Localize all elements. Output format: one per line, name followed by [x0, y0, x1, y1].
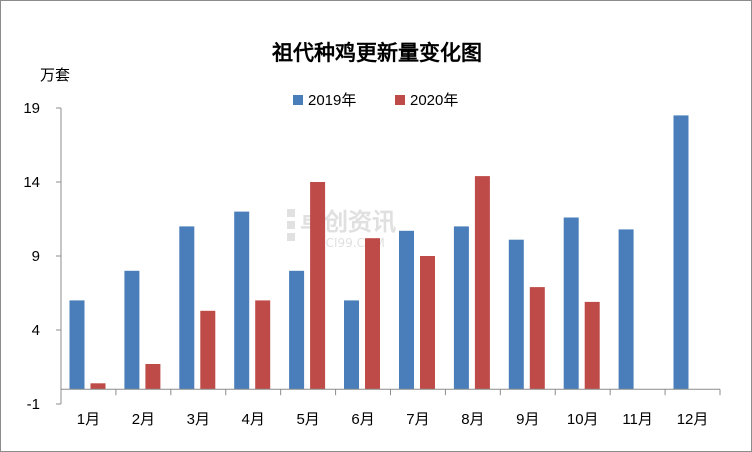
- bar-2019-11: [618, 229, 634, 390]
- x-tick-label: 6月: [351, 411, 374, 428]
- bar-2020-1: [90, 383, 106, 390]
- y-tick-label: -1: [27, 396, 40, 413]
- x-ticks: 1月 2月 3月 4月 5月 6月 7月 8月 9月 10月 11月 12月: [77, 411, 709, 428]
- y-tick-label: 19: [23, 100, 40, 117]
- x-tick-label: 2月: [132, 411, 155, 428]
- watermark-logo: [287, 233, 295, 241]
- x-tick-label: 1月: [77, 411, 100, 428]
- legend-swatch-1: [395, 95, 405, 105]
- chart-title: 祖代种鸡更新量变化图: [271, 40, 482, 65]
- watermark-logo: [287, 221, 295, 229]
- bar-2019-10: [563, 217, 579, 390]
- bar-2019-7: [399, 230, 414, 390]
- x-tick-label: 9月: [516, 411, 539, 428]
- bar-2019-3: [179, 226, 195, 390]
- bar-2019-2: [124, 270, 140, 390]
- bar-2019-9: [508, 239, 524, 390]
- legend-label-1: 2020年: [410, 92, 458, 109]
- bar-2019-1: [69, 300, 85, 390]
- bar-2019-6: [344, 300, 359, 390]
- bar-2020-10: [584, 301, 600, 390]
- x-tick-label: 4月: [242, 411, 265, 428]
- x-tick-label: 10月: [567, 411, 599, 428]
- bar-2020-4: [255, 300, 271, 390]
- bar-2020-7: [420, 256, 435, 390]
- x-tick-label: 11月: [622, 411, 653, 428]
- bar-2020-5: [310, 182, 326, 390]
- bar-2020-8: [474, 176, 490, 390]
- legend: 2019年 2020年: [293, 92, 458, 109]
- y-ticks: 19 14 9 4 -1: [23, 100, 61, 413]
- bar-2019-5: [289, 270, 305, 390]
- bar-2020-3: [200, 310, 216, 390]
- legend-label-0: 2019年: [308, 92, 356, 109]
- x-tick-label: 5月: [296, 411, 319, 428]
- bar-2019-12: [673, 115, 689, 390]
- legend-swatch-0: [293, 95, 303, 105]
- x-tick-label: 3月: [187, 411, 210, 428]
- x-tick-label: 7月: [406, 411, 429, 428]
- watermark-logo: [287, 209, 295, 217]
- y-tick-label: 14: [23, 174, 40, 191]
- y-tick-label: 4: [32, 322, 40, 339]
- bar-2020-6: [365, 238, 380, 390]
- y-tick-label: 9: [32, 248, 40, 265]
- bars: [69, 115, 689, 390]
- bar-2019-4: [234, 211, 250, 390]
- bar-2019-8: [453, 226, 469, 390]
- y-axis-unit: 万套: [40, 66, 70, 84]
- bar-2020-2: [145, 364, 161, 390]
- bar-2020-9: [529, 287, 545, 390]
- x-tick-label: 8月: [461, 411, 484, 428]
- x-tick-label: 12月: [677, 411, 709, 428]
- axes: [60, 108, 721, 404]
